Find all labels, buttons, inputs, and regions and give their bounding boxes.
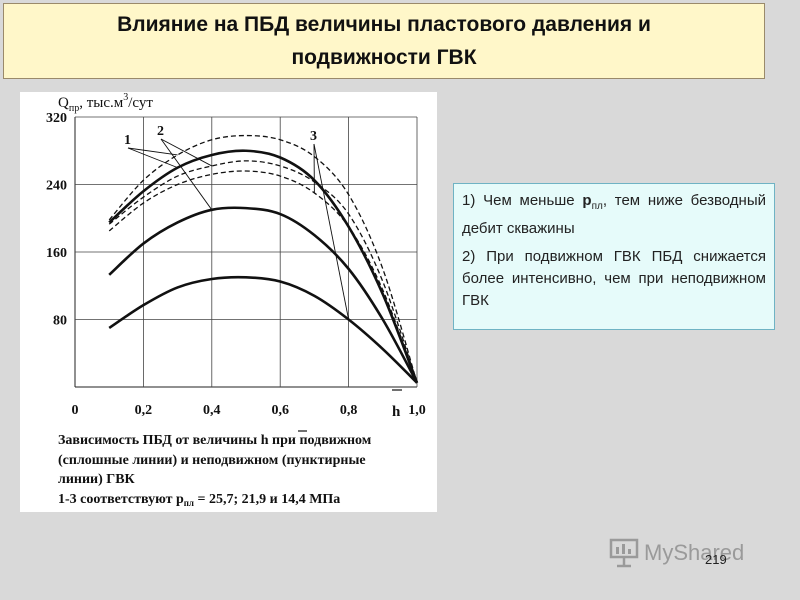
series-line-4-dashed <box>108 170 418 384</box>
note-item-2: 2) При подвижном ГВК ПБД снижается более… <box>462 248 766 309</box>
caption-line-1: Зависимость ПБД от величины h при подвиж… <box>58 433 372 448</box>
curve-label-2: 2 <box>157 124 164 139</box>
y-tick-label: 160 <box>46 246 67 261</box>
y-axis-label: Qпр, тыс.м3/сут <box>58 92 153 114</box>
y-tick-label: 240 <box>46 179 67 194</box>
curve-label-leader <box>127 147 178 169</box>
caption-line-3: линии) ГВК <box>58 472 136 487</box>
x-tick-label: 0,8 <box>340 403 358 418</box>
x-tick-label: 1,0 <box>408 403 426 418</box>
series-line-6-solid <box>108 275 418 384</box>
curve-label-1: 1 <box>124 133 131 148</box>
x-axis-label: h <box>392 404 401 420</box>
note-item-1: 1) Чем меньше рпл, тем ниже безводный де… <box>462 192 766 237</box>
watermark: MyShared <box>608 538 778 570</box>
page-number: 219 <box>705 552 727 567</box>
series-line-5-solid <box>108 206 419 384</box>
series-line-1-dashed <box>108 134 418 383</box>
curve-label-leader <box>127 147 178 156</box>
curve-label-leader <box>160 138 213 167</box>
title-line-1: Влияние на ПБД величины пластового давле… <box>117 13 651 36</box>
notes-box: 1) Чем меньше рпл, тем ниже безводный де… <box>453 183 775 330</box>
chart-figure: 0 0,2 0,4 0,6 0,8 1,0 80 160 240 320 1 2 3 Qпр, тыс.… <box>20 92 437 512</box>
curve-label-leader <box>160 138 213 211</box>
y-tick-label: 320 <box>46 111 67 126</box>
series-line-2-solid <box>108 149 419 384</box>
y-tick-label: 80 <box>53 314 67 329</box>
title-line-2: подвижности ГВК <box>291 46 477 69</box>
curve-label-leader <box>313 143 350 320</box>
caption-line-4: 1-3 соответствуют рпл = 25,7; 21,9 и 14,… <box>58 492 340 508</box>
watermark-text: MyShared <box>644 540 745 565</box>
x-tick-label: 0,2 <box>135 403 153 418</box>
series-line-3-dashed <box>108 160 418 383</box>
curve-label-3: 3 <box>310 129 317 144</box>
x-tick-label: 0 <box>72 403 79 418</box>
x-tick-label: 0,4 <box>203 403 221 418</box>
slide-title: Влияние на ПБД величины пластового давле… <box>3 3 765 79</box>
presentation-icon <box>609 538 639 568</box>
caption-line-2: (сплошные линии) и неподвижном (пунктирн… <box>58 453 366 468</box>
x-tick-label: 0,6 <box>271 403 289 418</box>
chart-svg: 0 0,2 0,4 0,6 0,8 1,0 80 160 240 320 1 2 3 Qпр, тыс.… <box>46 92 426 508</box>
